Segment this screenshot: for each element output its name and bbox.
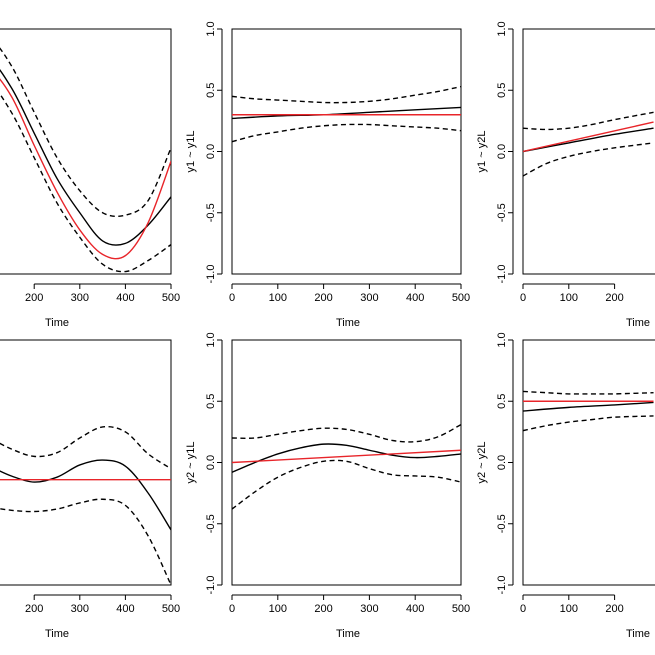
x-axis-label: Time [45, 628, 69, 640]
series-group [0, 47, 171, 273]
series-line-estimate [523, 127, 654, 153]
series-line-upper [523, 390, 654, 395]
series-group [232, 85, 461, 143]
plot-frame [522, 339, 655, 586]
y-tick-label: 0.5 [205, 83, 217, 98]
x-tick-label: 0 [520, 292, 526, 304]
x-tick-label: 300 [360, 292, 378, 304]
x-tick-label: 500 [162, 603, 180, 615]
x-tick-label: 100 [269, 292, 287, 304]
x-tick-label: 300 [360, 603, 378, 615]
y-tick-label: 0.0 [496, 455, 508, 470]
panel-top-left: 200 300 400 500 Time [0, 28, 180, 329]
y-axis-label: y1 ~ y2L [476, 131, 488, 173]
series-line-estimate [0, 69, 171, 246]
plot-frame [0, 28, 172, 275]
x-tick-label: 500 [452, 603, 470, 615]
x-tick-label: 100 [560, 292, 578, 304]
series-line-upper [232, 85, 461, 104]
y-tick-label: -0.5 [496, 203, 508, 222]
y-tick-label: 0.5 [496, 83, 508, 98]
series-line-lower [232, 459, 461, 510]
series-group [232, 423, 461, 510]
series-line-upper [0, 47, 171, 218]
panel-top-right: 01002003Time-1.0-0.50.00.51.0y1 ~ y2L [476, 21, 655, 329]
panel-top-middle: 0 100 200 300 400 500 Time -1.0 -0.5 0.0 0.5 1.0 y1 … [185, 21, 470, 329]
series-line-lower [0, 93, 171, 273]
x-tick-label: 200 [314, 603, 332, 615]
series-line-true [232, 449, 461, 464]
series-line-estimate [0, 459, 171, 531]
x-axis-label: Time [336, 628, 360, 640]
y-tick-label: 1.0 [205, 21, 217, 36]
y-tick-label: -1.0 [496, 576, 508, 595]
y-tick-label: 0.0 [205, 144, 217, 159]
x-tick-label: 400 [406, 603, 424, 615]
y-tick-label: 1.0 [496, 332, 508, 347]
series-group [0, 425, 171, 586]
series-group [523, 111, 654, 177]
x-tick-label: 400 [406, 292, 424, 304]
panel-bottom-middle: 0 100 200 300 400 500 Time -1.0 -0.5 0.0 0.5 1.0 y2 … [185, 332, 470, 640]
x-tick-label: 100 [269, 603, 287, 615]
plot-frame [231, 339, 462, 586]
series-line-true [0, 78, 171, 260]
series-line-estimate [232, 106, 461, 120]
x-tick-label: 400 [116, 603, 134, 615]
series-line-estimate [523, 401, 654, 412]
x-tick-label: 200 [314, 292, 332, 304]
plot-frame [0, 339, 172, 586]
x-tick-label: 400 [116, 292, 134, 304]
series-line-upper [523, 111, 654, 131]
x-tick-label: 300 [71, 292, 89, 304]
x-axis-label: Time [626, 628, 650, 640]
y-tick-label: -1.0 [205, 265, 217, 284]
x-tick-label: 200 [605, 292, 623, 304]
y-tick-label: 0.0 [205, 455, 217, 470]
panel-bottom-left: 200 300 400 500 Time [0, 339, 180, 640]
y-tick-label: 1.0 [496, 21, 508, 36]
y-axis-label: y1 ~ y1L [185, 131, 197, 173]
x-tick-label: 100 [560, 603, 578, 615]
x-tick-label: 200 [605, 603, 623, 615]
series-line-upper [232, 423, 461, 443]
y-tick-label: 0.0 [496, 144, 508, 159]
y-tick-label: -0.5 [205, 514, 217, 533]
series-line-true [523, 121, 654, 153]
series-line-upper [0, 425, 171, 470]
y-tick-label: 0.5 [205, 394, 217, 409]
series-line-lower [232, 123, 461, 143]
y-tick-label: -0.5 [496, 514, 508, 533]
series-group [523, 390, 654, 432]
x-axis-label: Time [336, 317, 360, 329]
y-axis-label: y2 ~ y1L [185, 442, 197, 484]
x-tick-label: 0 [229, 603, 235, 615]
y-tick-label: 1.0 [205, 332, 217, 347]
x-tick-label: 500 [162, 292, 180, 304]
series-line-lower [0, 498, 171, 586]
y-tick-label: -1.0 [496, 265, 508, 284]
y-axis-label: y2 ~ y2L [476, 442, 488, 484]
x-tick-label: 0 [520, 603, 526, 615]
y-tick-label: -0.5 [205, 203, 217, 222]
x-tick-label: 200 [25, 603, 43, 615]
panel-bottom-right: 01002003Time-1.0-0.50.00.51.0y2 ~ y2L [476, 332, 655, 640]
y-tick-label: -1.0 [205, 576, 217, 595]
x-tick-label: 0 [229, 292, 235, 304]
series-line-lower [523, 415, 654, 432]
x-axis-label: Time [45, 317, 69, 329]
x-tick-label: 300 [71, 603, 89, 615]
series-line-estimate [232, 443, 461, 473]
plot-frame [231, 28, 462, 275]
series-line-lower [523, 142, 654, 177]
y-tick-label: 0.5 [496, 394, 508, 409]
x-tick-label: 500 [452, 292, 470, 304]
x-axis-label: Time [626, 317, 650, 329]
x-tick-label: 200 [25, 292, 43, 304]
